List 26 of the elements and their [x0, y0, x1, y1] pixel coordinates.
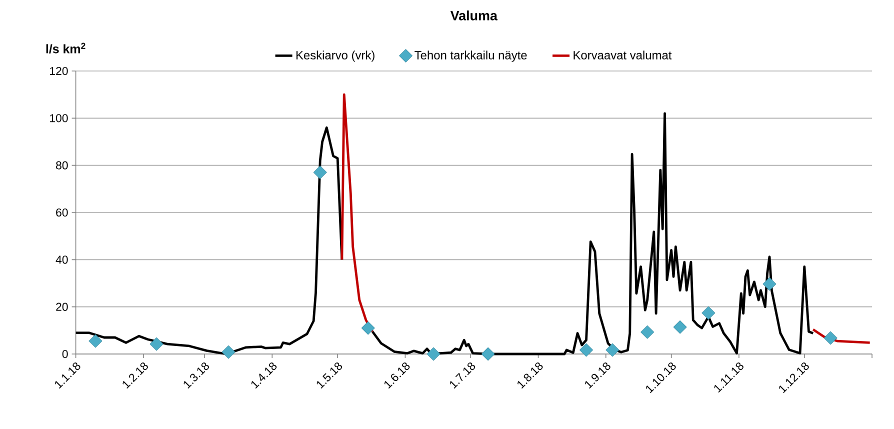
y-tick-label: 100: [50, 114, 68, 122]
y-tick-label: 80: [56, 161, 68, 170]
point: [824, 331, 838, 345]
point: [702, 306, 716, 320]
legend-label: Keskiarvo (vrk): [296, 50, 374, 62]
point: [313, 166, 327, 180]
y-tick-label: 60: [56, 208, 68, 217]
y-axis-title: l/s km$^{2}$: [46, 42, 86, 54]
point: [640, 325, 654, 339]
point: [762, 277, 776, 291]
y-tick-label: 20: [56, 302, 68, 311]
chart-title: Valuma: [450, 10, 498, 20]
y-tick-label: 120: [50, 66, 68, 76]
legend-label: Tehon tarkkailu näyte: [414, 50, 527, 62]
point: [88, 334, 102, 348]
point: [426, 347, 440, 361]
point: [150, 337, 164, 351]
point: [481, 347, 495, 361]
point: [361, 321, 375, 335]
point: [222, 345, 236, 359]
y-tick-label: 40: [56, 256, 68, 264]
legend-label: Korvaavat valumat: [574, 50, 672, 60]
y-tick-label: 0: [62, 350, 68, 358]
point: [579, 343, 594, 357]
point: [673, 320, 687, 334]
point: [606, 343, 620, 357]
